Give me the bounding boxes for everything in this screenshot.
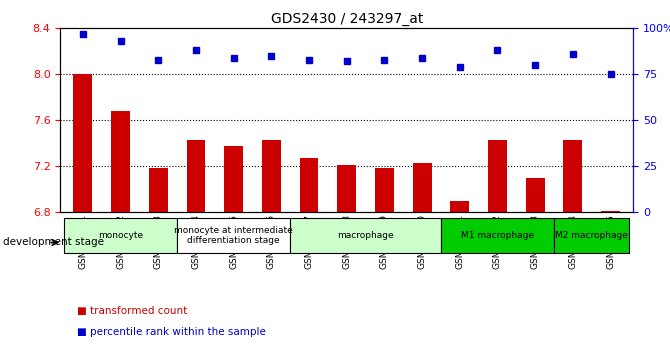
Text: M2 macrophage: M2 macrophage — [555, 231, 628, 240]
Bar — [563, 140, 582, 212]
Text: monocyte: monocyte — [98, 231, 143, 240]
Bar — [337, 165, 356, 212]
Bar — [375, 167, 394, 212]
Text: development stage: development stage — [3, 238, 105, 247]
Bar — [74, 74, 92, 212]
Text: ■ transformed count: ■ transformed count — [77, 306, 188, 316]
Title: GDS2430 / 243297_at: GDS2430 / 243297_at — [271, 12, 423, 26]
Bar — [177, 218, 290, 253]
Text: M1 macrophage: M1 macrophage — [461, 231, 534, 240]
Text: monocyte at intermediate
differentiation stage: monocyte at intermediate differentiation… — [174, 226, 293, 245]
Bar — [450, 201, 469, 212]
Bar — [413, 163, 431, 212]
Bar — [186, 140, 206, 212]
Bar — [441, 218, 554, 253]
Text: macrophage: macrophage — [337, 231, 394, 240]
Bar — [554, 218, 629, 253]
Bar — [488, 140, 507, 212]
Bar — [262, 140, 281, 212]
Bar — [601, 211, 620, 212]
Bar — [149, 167, 168, 212]
Bar — [224, 146, 243, 212]
Bar — [290, 218, 441, 253]
Bar — [111, 111, 130, 212]
Text: ■ percentile rank within the sample: ■ percentile rank within the sample — [77, 327, 266, 337]
Bar — [64, 218, 177, 253]
Bar — [299, 158, 318, 212]
Bar — [526, 178, 545, 212]
